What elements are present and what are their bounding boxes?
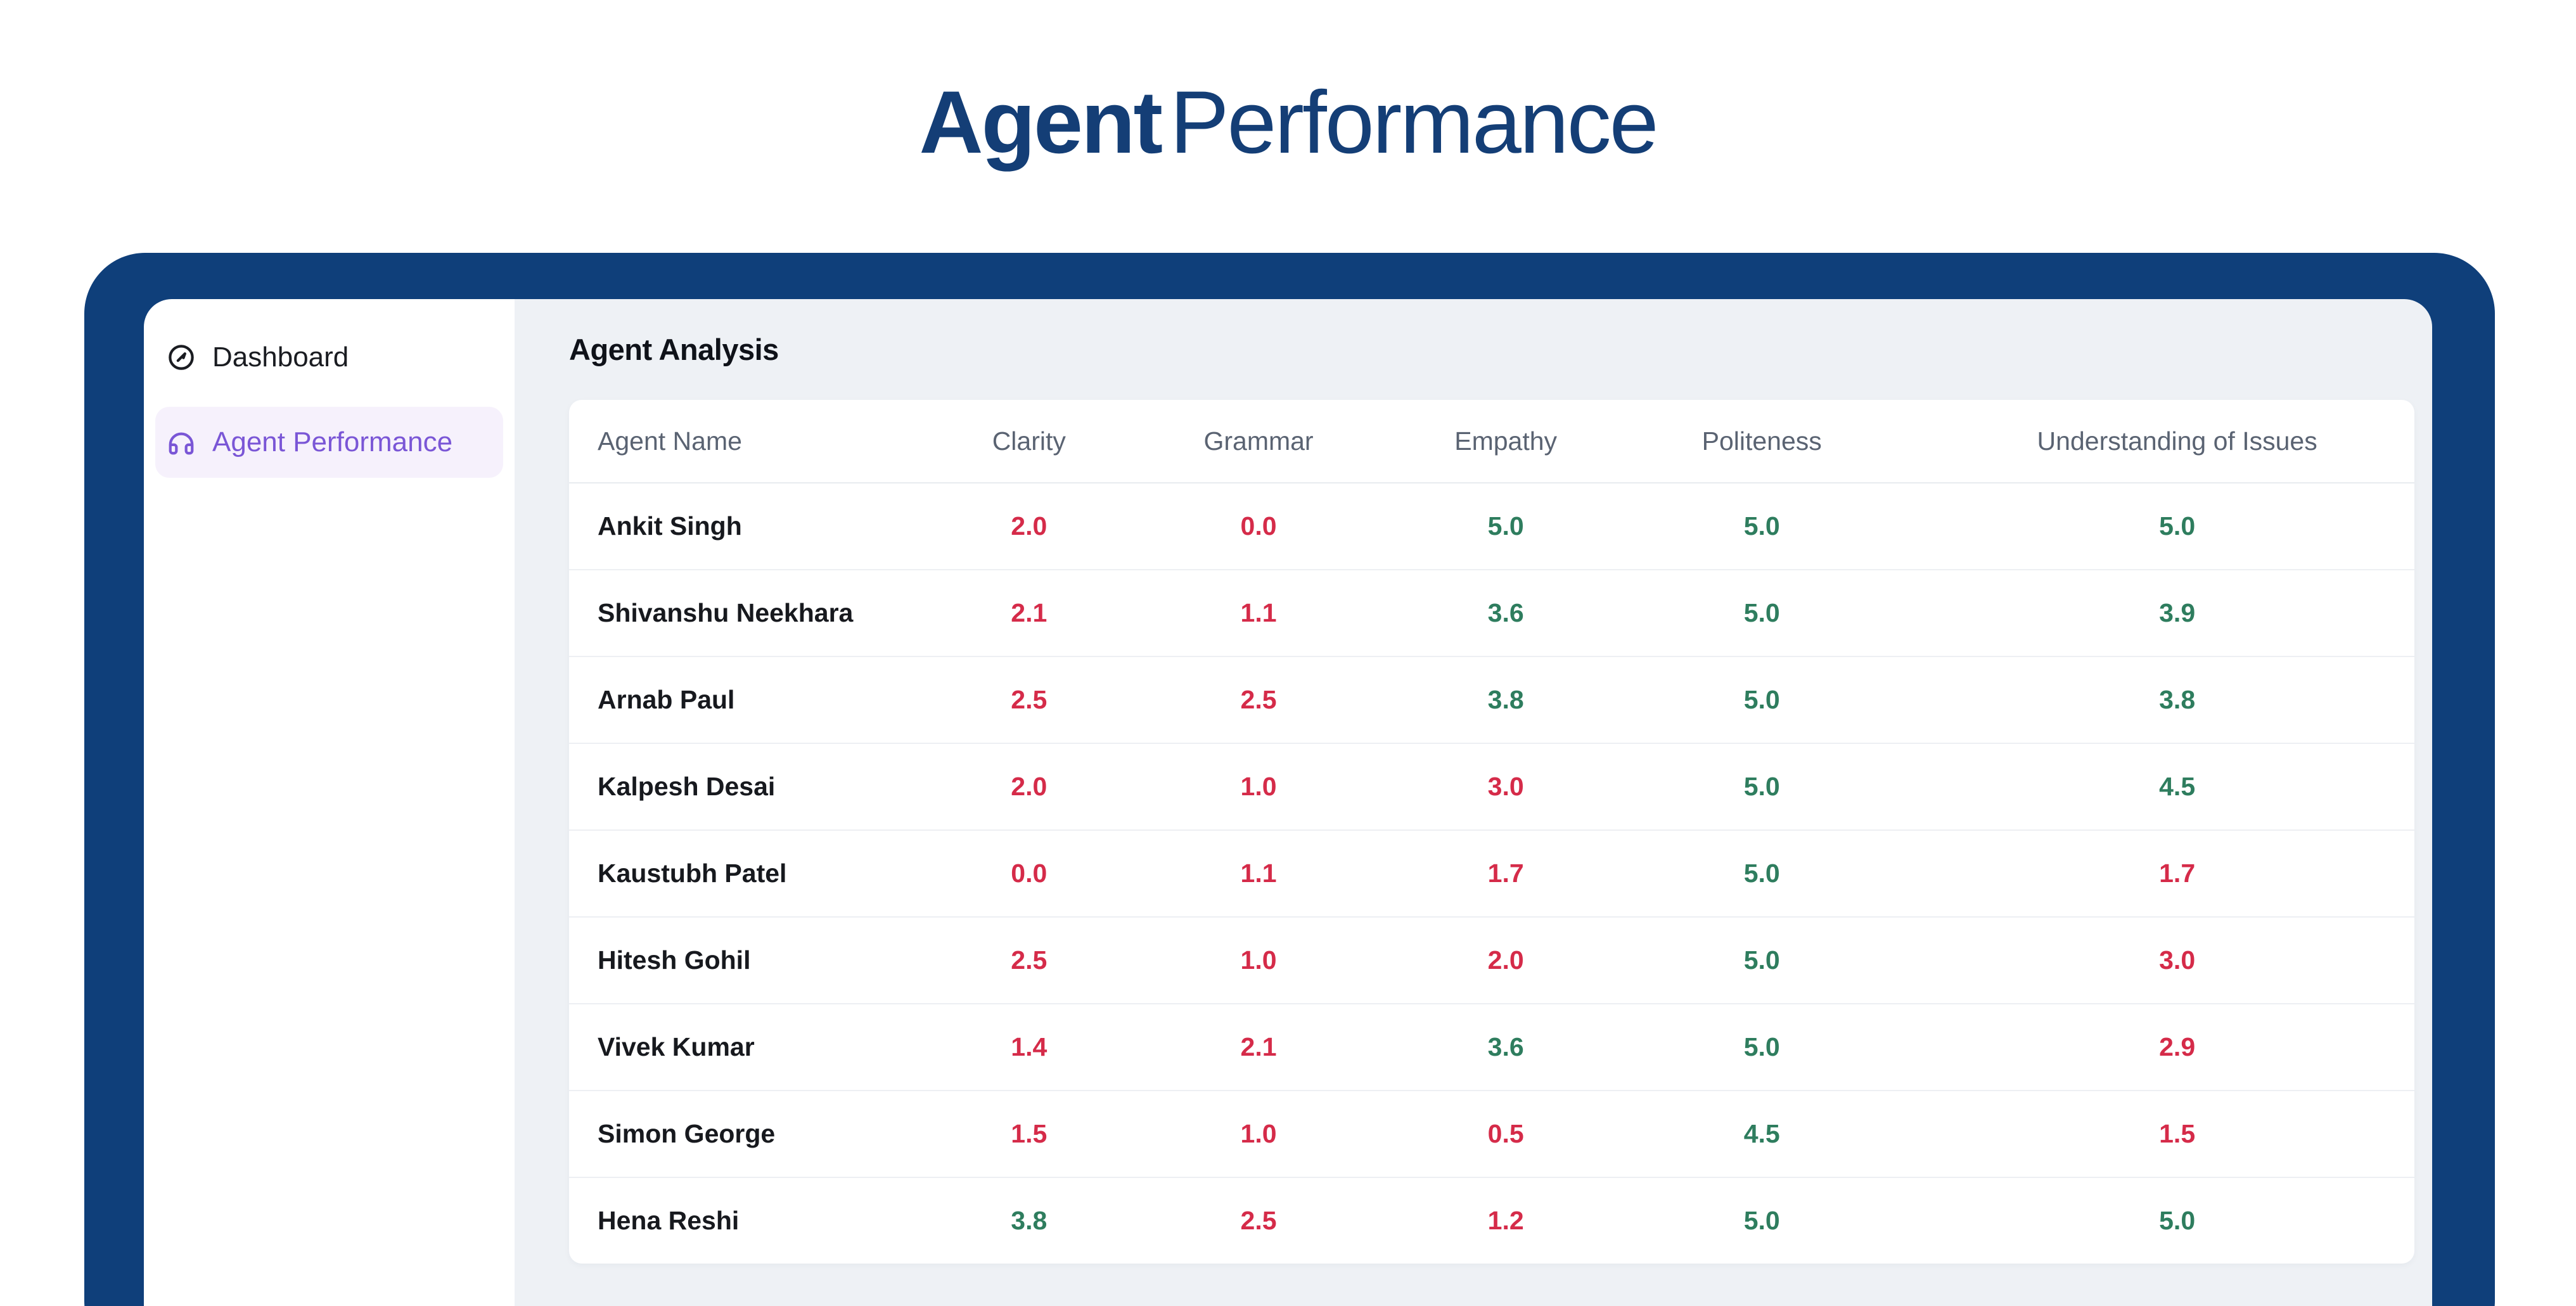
score-cell: 1.4	[914, 1003, 1144, 1091]
agent-name-cell: Ankit Singh	[598, 511, 742, 541]
agent-table: Agent Name Clarity Grammar Empathy Politenes…	[569, 400, 2414, 1264]
table-row: Hitesh Gohil 2.5 1.0 2.0 5.0 3.0	[569, 916, 2414, 1004]
score-cell: 5.0	[1885, 1177, 2414, 1264]
score-cell: 5.0	[1638, 1177, 1886, 1264]
gauge-icon	[167, 343, 196, 372]
table-row: Kalpesh Desai 2.0 1.0 3.0 5.0 4.5	[569, 743, 2414, 830]
headphones-icon	[167, 428, 196, 457]
table-row: Shivanshu Neekhara 2.1 1.1 3.6 5.0 3.9	[569, 569, 2414, 656]
score-cell: 3.6	[1373, 1003, 1639, 1091]
score-cell: 0.0	[1240, 511, 1277, 541]
score-cell: 4.5	[1638, 1090, 1886, 1177]
score-cell: 2.9	[1885, 1003, 2414, 1091]
score-cell: 2.5	[1143, 1177, 1374, 1264]
page-title-bold: Agent	[919, 72, 1163, 172]
agent-name-cell: Hitesh Gohil	[569, 916, 914, 1004]
score-cell: 3.8	[914, 1177, 1144, 1264]
score-cell: 5.0	[1638, 916, 1886, 1004]
table-row: Vivek Kumar 1.4 2.1 3.6 5.0 2.9	[569, 1003, 2414, 1091]
score-cell: 5.0	[1743, 511, 1780, 541]
sidebar-nav: Dashboard Agent Performance	[144, 324, 515, 478]
score-cell: 5.0	[1638, 569, 1886, 656]
score-cell: 3.9	[1885, 569, 2414, 656]
section-heading: Agent Analysis	[569, 333, 779, 366]
table-row: Hena Reshi 3.8 2.5 1.2 5.0 5.0	[569, 1177, 2414, 1264]
agent-name-cell: Vivek Kumar	[569, 1003, 914, 1091]
table-header-row: Agent Name Clarity Grammar Empathy Politenes…	[569, 400, 2414, 483]
score-cell: 1.2	[1373, 1177, 1639, 1264]
sidebar-item-label: Dashboard	[212, 342, 349, 373]
score-cell: 3.8	[1373, 656, 1639, 743]
score-cell: 2.0	[1011, 511, 1048, 541]
agent-name-cell: Simon George	[569, 1090, 914, 1177]
score-cell: 1.0	[1143, 916, 1374, 1004]
sidebar-item-dashboard[interactable]: Dashboard	[155, 324, 503, 390]
column-header-empathy: Empathy	[1373, 400, 1639, 483]
score-cell: 5.0	[1487, 511, 1524, 541]
table-body: Ankit Singh 2.0 0.0 5.0 5.0 5.0 Shivanshu Neek…	[569, 483, 2414, 1264]
score-cell: 3.6	[1373, 569, 1639, 656]
score-cell: 2.5	[1143, 656, 1374, 743]
agent-table-card: Agent Name Clarity Grammar Empathy Politenes…	[569, 400, 2414, 1264]
sidebar-item-label: Agent Performance	[212, 426, 453, 458]
score-cell: 1.0	[1143, 1090, 1374, 1177]
score-cell: 2.5	[914, 656, 1144, 743]
score-cell: 2.0	[1373, 916, 1639, 1004]
agent-name-cell: Hena Reshi	[569, 1177, 914, 1264]
app-frame: Dashboard Agent Performance Agent Analysi…	[84, 253, 2495, 1306]
score-cell: 1.1	[1143, 829, 1374, 917]
score-cell: 5.0	[1638, 1003, 1886, 1091]
table-row: Kaustubh Patel 0.0 1.1 1.7 5.0 1.7	[569, 829, 2414, 917]
score-cell: 1.5	[1885, 1090, 2414, 1177]
score-cell: 1.0	[1143, 743, 1374, 830]
column-header-clarity: Clarity	[914, 400, 1144, 483]
score-cell: 3.0	[1885, 916, 2414, 1004]
column-header-grammar: Grammar	[1143, 400, 1374, 483]
score-cell: 0.5	[1373, 1090, 1639, 1177]
agent-name-cell: Shivanshu Neekhara	[569, 569, 914, 656]
score-cell: 1.5	[914, 1090, 1144, 1177]
column-header-understanding-of-issues: Understanding of Issues	[1885, 400, 2414, 483]
page-title-light: Performance	[1170, 72, 1658, 172]
score-cell: 2.5	[914, 916, 1144, 1004]
score-cell: 1.7	[1373, 829, 1639, 917]
page-title: Agent Performance	[0, 71, 2576, 173]
agent-name-cell: Kalpesh Desai	[569, 743, 914, 830]
agent-name-cell: Arnab Paul	[569, 656, 914, 743]
score-cell: 4.5	[1885, 743, 2414, 830]
score-cell: 5.0	[2159, 511, 2196, 541]
score-cell: 1.1	[1143, 569, 1374, 656]
column-header-agent-name: Agent Name	[569, 400, 914, 483]
table-row: Simon George 1.5 1.0 0.5 4.5 1.5	[569, 1090, 2414, 1177]
score-cell: 0.0	[914, 829, 1144, 917]
score-cell: 1.7	[1885, 829, 2414, 917]
score-cell: 2.1	[914, 569, 1144, 656]
sidebar-item-agent-performance[interactable]: Agent Performance	[155, 407, 503, 478]
sidebar: Dashboard Agent Performance	[144, 299, 515, 1306]
score-cell: 3.8	[1885, 656, 2414, 743]
app-panel: Dashboard Agent Performance Agent Analysi…	[144, 299, 2432, 1306]
score-cell: 2.0	[914, 743, 1144, 830]
score-cell: 5.0	[1638, 656, 1886, 743]
score-cell: 5.0	[1638, 743, 1886, 830]
score-cell: 5.0	[1638, 829, 1886, 917]
agent-name-cell: Kaustubh Patel	[569, 829, 914, 917]
column-header-politeness: Politeness	[1638, 400, 1886, 483]
table-row: Arnab Paul 2.5 2.5 3.8 5.0 3.8	[569, 656, 2414, 743]
table-row: Ankit Singh 2.0 0.0 5.0 5.0 5.0	[569, 483, 2414, 570]
score-cell: 3.0	[1373, 743, 1639, 830]
score-cell: 2.1	[1143, 1003, 1374, 1091]
main-content: Agent Analysis Agent Name Clarity Grammar E…	[515, 299, 2432, 1306]
